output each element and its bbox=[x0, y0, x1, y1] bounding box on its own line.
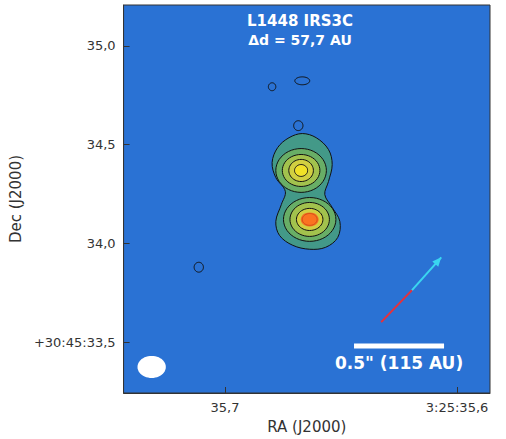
svg-text:35,7: 35,7 bbox=[211, 400, 240, 415]
svg-text:Dec (J2000): Dec (J2000) bbox=[7, 155, 25, 243]
svg-text:L1448 IRS3C: L1448 IRS3C bbox=[247, 12, 353, 30]
svg-text:RA (J2000): RA (J2000) bbox=[267, 418, 346, 436]
svg-text:34,5: 34,5 bbox=[87, 137, 116, 152]
svg-text:3:25:35,6: 3:25:35,6 bbox=[426, 400, 489, 415]
svg-text:Δd = 57,7 AU: Δd = 57,7 AU bbox=[248, 32, 352, 48]
svg-text:0.5" (115 AU): 0.5" (115 AU) bbox=[335, 353, 463, 373]
svg-text:+30:45:33,5: +30:45:33,5 bbox=[34, 335, 116, 350]
svg-text:35,0: 35,0 bbox=[87, 38, 116, 53]
svg-text:34,0: 34,0 bbox=[87, 236, 116, 251]
